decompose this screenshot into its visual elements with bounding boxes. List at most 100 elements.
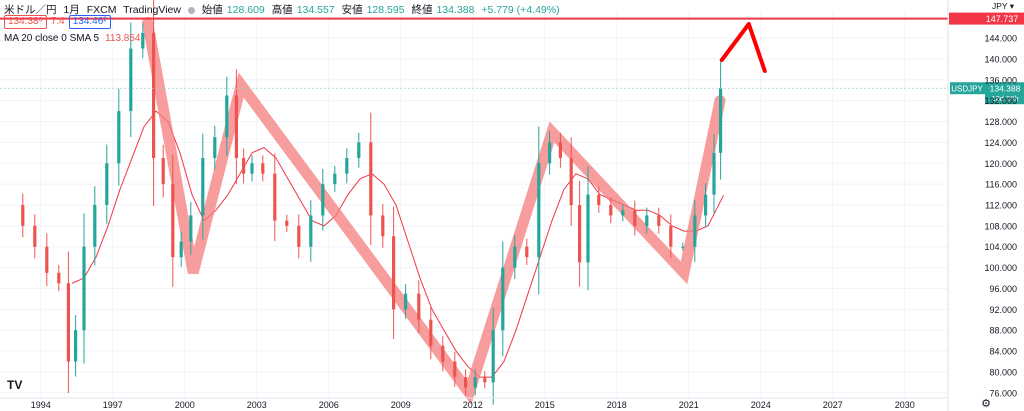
time-tick-label: 2003 xyxy=(247,400,267,410)
candle-body xyxy=(273,173,277,221)
zigzag-trend-annotation[interactable] xyxy=(142,16,726,405)
time-tick-label: 2009 xyxy=(391,400,411,410)
grid-lines xyxy=(0,12,948,398)
close-label: 終値 xyxy=(411,4,433,16)
candle-series xyxy=(21,0,723,405)
candle-body xyxy=(483,377,487,383)
candle-body xyxy=(369,142,373,216)
time-tick-label: 2015 xyxy=(535,400,555,410)
candle-body xyxy=(429,319,433,346)
symbol-title[interactable]: 米ドル／円 xyxy=(4,4,57,16)
countdown-text: 18d 20h xyxy=(991,94,1018,103)
candle-body xyxy=(57,272,61,284)
open-label: 始値 xyxy=(201,4,223,16)
candle-body xyxy=(609,205,613,216)
time-tick-label: 2030 xyxy=(895,400,915,410)
candle-body xyxy=(309,215,313,247)
candle-body xyxy=(225,95,229,138)
target-price-text: 147.737 xyxy=(986,14,1019,24)
candle-body xyxy=(66,283,70,362)
candle-body xyxy=(234,95,238,159)
time-tick-label: 2021 xyxy=(679,400,699,410)
broker-label: FXCM xyxy=(86,4,117,16)
symbol-tag-badge xyxy=(950,82,985,95)
price-tick-label: 124.000 xyxy=(984,138,1017,148)
source-label: TradingView xyxy=(123,4,181,16)
price-tick-label: 132.000 xyxy=(984,96,1017,106)
candle-body xyxy=(464,377,468,388)
candle-body xyxy=(578,205,582,263)
candle-body xyxy=(213,137,217,159)
trade-panel: 134.38⁸ 7.4 134.46² xyxy=(4,15,111,29)
candle-body xyxy=(345,158,349,174)
price-tick-label: 84.000 xyxy=(989,347,1017,357)
spread-value: 7.4 xyxy=(50,16,65,27)
time-tick-label: 2012 xyxy=(463,400,483,410)
price-tick-label: 108.000 xyxy=(984,221,1017,231)
candle-body xyxy=(404,293,408,310)
candle-body xyxy=(645,215,649,226)
time-tick-label: 2024 xyxy=(751,400,771,410)
candle-body xyxy=(93,205,97,247)
candle-body xyxy=(82,246,86,331)
candle-body xyxy=(597,194,601,205)
candle-body xyxy=(657,215,661,226)
candle-body xyxy=(250,163,254,174)
upward-arrow-annotation[interactable] xyxy=(719,21,767,73)
time-tick-label: 1994 xyxy=(31,400,51,410)
price-tick-label: 88.000 xyxy=(989,326,1017,336)
candle-body xyxy=(548,142,552,164)
candle-body xyxy=(719,88,723,153)
candle-body xyxy=(74,330,78,362)
candle-body xyxy=(285,220,289,226)
candle-body xyxy=(417,293,421,320)
price-tick-label: 100.000 xyxy=(984,263,1017,273)
candle-body xyxy=(473,377,477,388)
target-price-badge xyxy=(949,12,1024,25)
interval-label[interactable]: 1月 xyxy=(63,4,80,16)
sell-button[interactable]: 134.38⁸ xyxy=(4,15,47,29)
price-tick-label: 128.000 xyxy=(984,117,1017,127)
chart-header: 米ドル／円 1月 FXCM TradingView 始値 128.609 高値 13… xyxy=(4,2,564,18)
indicator-legend[interactable]: MA 20 close 0 SMA 5 113.854 xyxy=(4,33,140,44)
candle-body xyxy=(501,267,505,331)
candle-body xyxy=(152,32,156,159)
candle-body xyxy=(537,163,541,258)
time-tick-label: 2027 xyxy=(823,400,843,410)
market-status-icon xyxy=(187,6,195,14)
high-value: 134.557 xyxy=(296,4,335,16)
price-tick-label: 120.000 xyxy=(984,159,1017,169)
high-label: 高値 xyxy=(271,4,293,16)
price-tick-label: 76.000 xyxy=(989,388,1017,398)
price-tick-label: 92.000 xyxy=(989,305,1017,315)
price-tick-label: 96.000 xyxy=(989,284,1017,294)
settings-gear-icon[interactable]: ⚙ xyxy=(981,398,991,410)
candle-body xyxy=(33,225,37,247)
candle-body xyxy=(45,246,49,273)
symbol-tag-text: USDJPY xyxy=(951,85,983,94)
price-tick-label: 144.000 xyxy=(984,34,1017,44)
zigzag-path[interactable] xyxy=(142,16,726,405)
price-tick-label: 116.000 xyxy=(985,180,1017,190)
candle-body xyxy=(681,246,685,248)
candle-body xyxy=(179,241,183,258)
time-tick-label: 2000 xyxy=(175,400,195,410)
price-tick-label: 112.000 xyxy=(985,201,1017,211)
candle-body xyxy=(261,163,265,174)
open-value: 128.609 xyxy=(226,4,265,16)
candle-body xyxy=(453,361,457,378)
last-price-text: 134.388 xyxy=(990,84,1021,94)
price-tick-label: 104.000 xyxy=(984,242,1017,252)
candle-body xyxy=(693,215,697,247)
candle-body xyxy=(171,184,175,258)
candle-body xyxy=(129,48,133,112)
tradingview-logo-icon[interactable]: TV xyxy=(7,378,23,392)
time-tick-label: 2006 xyxy=(319,400,339,410)
indicator-value: 113.854 xyxy=(105,33,141,44)
candle-body xyxy=(333,173,337,185)
candle-body xyxy=(141,32,145,49)
buy-button[interactable]: 134.46² xyxy=(68,15,111,29)
